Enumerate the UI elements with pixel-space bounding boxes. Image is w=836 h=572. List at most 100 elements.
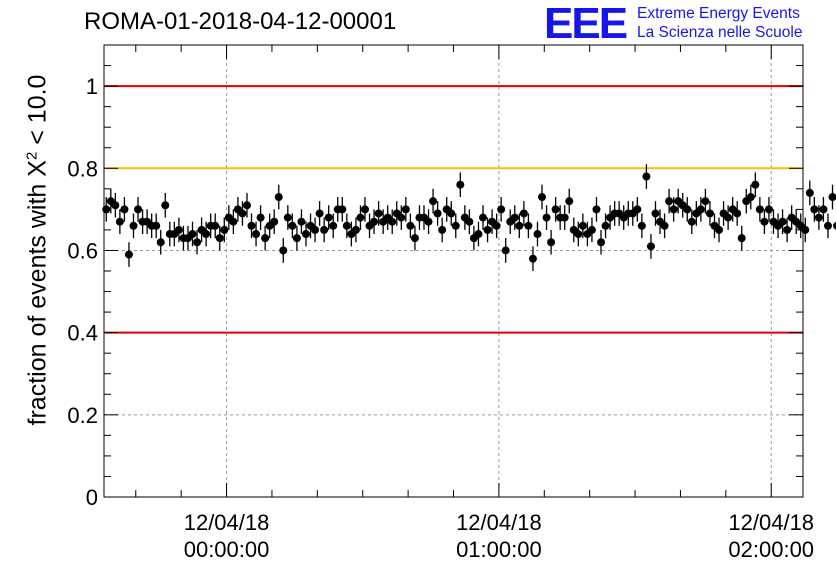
data-point (574, 230, 583, 239)
data-point (152, 221, 161, 230)
y-tick-label: 0.6 (67, 238, 98, 263)
data-point (760, 217, 769, 226)
y-tick-label: 1 (86, 74, 98, 99)
data-point (256, 213, 265, 222)
data-point (764, 205, 773, 214)
data-point (823, 221, 832, 230)
y-tick-label: 0.8 (67, 156, 98, 181)
data-point (261, 234, 270, 243)
data-point (438, 225, 447, 234)
data-point (497, 205, 506, 214)
data-point (252, 230, 261, 239)
data-point (247, 221, 256, 230)
data-point (601, 221, 610, 230)
data-point (311, 225, 320, 234)
data-point (292, 234, 301, 243)
data-point (320, 225, 329, 234)
y-tick-label: 0.2 (67, 403, 98, 428)
data-point (351, 225, 360, 234)
data-point (510, 213, 519, 222)
data-point (229, 217, 238, 226)
data-point (542, 213, 551, 222)
data-point (746, 193, 755, 202)
data-point (211, 221, 220, 230)
data-point (565, 197, 574, 206)
data-point (202, 230, 211, 239)
data-point (161, 201, 170, 210)
data-point (642, 172, 651, 181)
data-point (356, 213, 365, 222)
data-point (315, 209, 324, 218)
data-point (397, 213, 406, 222)
data-point (519, 209, 528, 218)
data-point (134, 205, 143, 214)
data-point (733, 209, 742, 218)
data-point (242, 201, 251, 210)
data-point (783, 225, 792, 234)
x-tick-label-time: 00:00:00 (184, 537, 270, 562)
x-tick-label-date: 12/04/18 (456, 510, 542, 535)
data-point (324, 213, 333, 222)
data-point (701, 197, 710, 206)
data-point (538, 193, 547, 202)
data-point (560, 213, 569, 222)
data-point (301, 230, 310, 239)
data-point (120, 205, 129, 214)
data-point (424, 217, 433, 226)
data-point (501, 246, 510, 255)
eee-logo-text: Extreme Energy Events La Scienza nelle S… (637, 4, 802, 42)
data-point (174, 225, 183, 234)
data-point (193, 238, 202, 247)
data-point (370, 217, 379, 226)
data-point (547, 238, 556, 247)
data-point (587, 225, 596, 234)
data-point (238, 209, 247, 218)
data-point (401, 205, 410, 214)
data-point (528, 254, 537, 263)
data-point (274, 193, 283, 202)
data-point (338, 205, 347, 214)
y-tick-label: 0.4 (67, 321, 98, 346)
data-point (410, 234, 419, 243)
data-point (342, 221, 351, 230)
data-point (724, 213, 733, 222)
data-point (696, 205, 705, 214)
data-point (810, 205, 819, 214)
data-point (633, 205, 642, 214)
data-point (115, 217, 124, 226)
data-point (492, 221, 501, 230)
data-point (456, 180, 465, 189)
y-axis-label-prefix: fraction of events with (23, 176, 52, 426)
threshold-lines (104, 85, 803, 334)
data-point (474, 230, 483, 239)
data-point (433, 209, 442, 218)
grid-lines (104, 45, 803, 497)
data-point (451, 221, 460, 230)
data-point (683, 205, 692, 214)
data-point (429, 197, 438, 206)
data-point (651, 209, 660, 218)
data-point (551, 205, 560, 214)
data-point (188, 230, 197, 239)
data-point (597, 238, 606, 247)
data-point (388, 217, 397, 226)
tick-labels: 00.20.40.60.8112/04/1800:00:0012/04/1801… (67, 74, 814, 562)
data-point (220, 225, 229, 234)
data-point (374, 209, 383, 218)
plot-frame (103, 44, 804, 498)
eee-logo: EEE (544, 0, 628, 48)
data-point (755, 205, 764, 214)
data-point (637, 221, 646, 230)
y-axis-label-suffix: < 10.0 (23, 74, 52, 152)
data-point (578, 221, 587, 230)
data-point (111, 201, 120, 210)
data-point (465, 217, 474, 226)
data-point (687, 217, 696, 226)
run-title: ROMA-01-2018-04-12-00001 (84, 8, 397, 35)
data-point (592, 205, 601, 214)
x-tick-label-date: 12/04/18 (184, 510, 270, 535)
chi-exponent: 2 (23, 151, 41, 161)
data-point (705, 209, 714, 218)
data-point (828, 193, 836, 202)
data-point (297, 217, 306, 226)
